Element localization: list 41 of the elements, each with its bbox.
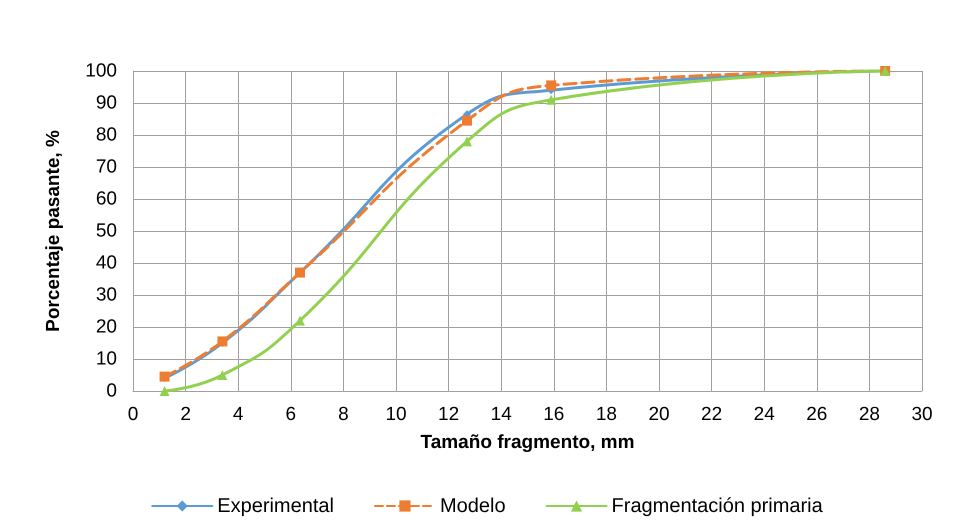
point bbox=[217, 336, 228, 346]
x-tick-label: 18 bbox=[596, 404, 617, 425]
point bbox=[217, 370, 228, 380]
y-tick-label: 20 bbox=[96, 316, 117, 338]
point bbox=[160, 372, 170, 382]
x-tick-label: 6 bbox=[286, 404, 296, 425]
x-tick-label: 2 bbox=[180, 404, 191, 425]
legend-label: Experimental bbox=[217, 495, 334, 517]
y-tick-label: 50 bbox=[96, 220, 117, 242]
x-tick-label: 16 bbox=[543, 404, 564, 425]
y-tick-label: 30 bbox=[96, 284, 117, 306]
legend-label: Fragmentación primaria bbox=[612, 495, 824, 517]
x-tick-label: 14 bbox=[490, 404, 512, 425]
x-tick-label: 26 bbox=[806, 404, 828, 425]
x-tick-label: 12 bbox=[438, 404, 460, 425]
x-tick-label: 8 bbox=[338, 404, 349, 425]
y-tick-label: 70 bbox=[96, 156, 117, 178]
point bbox=[295, 316, 306, 326]
y-tick-label: 80 bbox=[96, 124, 117, 146]
x-tick-label: 20 bbox=[648, 404, 670, 425]
point bbox=[546, 94, 556, 105]
y-tick-label: 60 bbox=[96, 188, 117, 210]
x-tick-label: 0 bbox=[128, 404, 138, 425]
y-tick-label: 100 bbox=[85, 60, 117, 82]
y-tick-label: 90 bbox=[96, 92, 117, 114]
x-tick-label: 4 bbox=[232, 404, 244, 425]
y-tick-label: 40 bbox=[96, 252, 117, 274]
x-tick-label: 22 bbox=[701, 404, 722, 425]
y-tick-label: 10 bbox=[96, 348, 117, 370]
x-axis-title: Tamaño fragmento, mm bbox=[420, 432, 634, 453]
x-tick-label: 30 bbox=[911, 404, 933, 425]
point bbox=[462, 116, 472, 126]
legend-label: Modelo bbox=[440, 495, 506, 517]
point bbox=[160, 386, 170, 396]
y-tick-label: 0 bbox=[106, 380, 117, 402]
y-axis-title: Porcentaje pasante, % bbox=[43, 130, 64, 332]
x-tick-label: 24 bbox=[754, 404, 776, 425]
point bbox=[462, 136, 472, 146]
x-tick-label: 10 bbox=[385, 404, 407, 425]
x-tick-label: 28 bbox=[858, 404, 880, 425]
point bbox=[546, 80, 556, 90]
